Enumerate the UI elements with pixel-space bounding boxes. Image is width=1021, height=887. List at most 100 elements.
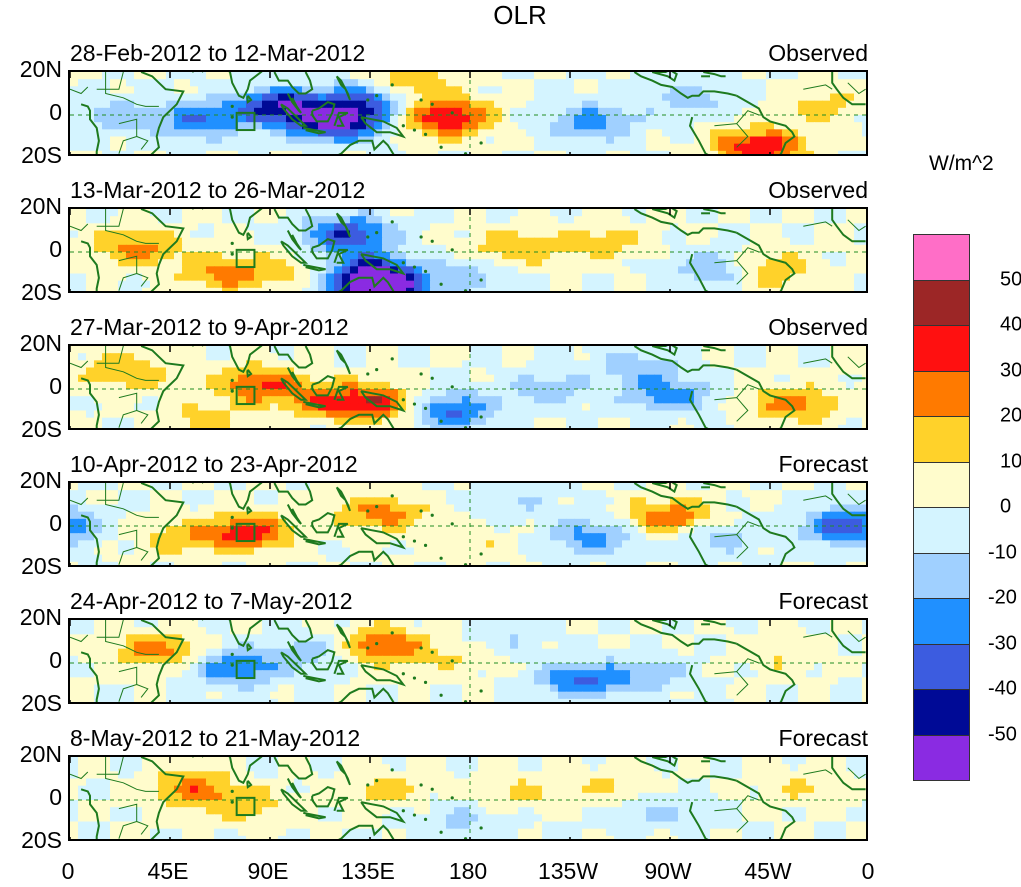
- panel-title: 27-Mar-2012 to 9-Apr-2012: [70, 314, 349, 340]
- heatmap-cell: [750, 230, 759, 239]
- heatmap-cell: [574, 526, 583, 534]
- heatmap-cell: [278, 259, 287, 267]
- heatmap-cell: [110, 150, 119, 154]
- heatmap-cell: [798, 526, 807, 534]
- heatmap-cell: [494, 93, 503, 102]
- heatmap-cell: [502, 143, 511, 152]
- heatmap-cell: [862, 107, 866, 116]
- heatmap-cell: [182, 360, 191, 369]
- heatmap-cell: [814, 79, 823, 87]
- heatmap-cell: [830, 424, 839, 428]
- heatmap-cell: [606, 396, 615, 404]
- heatmap-cell: [350, 497, 359, 506]
- heatmap-cell: [150, 266, 159, 275]
- heatmap-cell: [502, 107, 511, 116]
- heatmap-cell: [670, 273, 679, 282]
- heatmap-cell: [518, 403, 527, 412]
- heatmap-cell: [542, 381, 551, 390]
- heatmap-cell: [494, 526, 503, 534]
- heatmap-cell: [70, 79, 79, 87]
- heatmap-cell: [390, 107, 399, 116]
- heatmap-cell: [150, 244, 159, 253]
- heatmap-cell: [814, 360, 823, 369]
- heatmap-cell: [310, 483, 319, 491]
- heatmap-cell: [494, 100, 503, 109]
- heatmap-cell: [574, 287, 583, 291]
- heatmap-cell: [478, 252, 487, 260]
- heatmap-cell: [102, 547, 111, 556]
- heatmap-cell: [638, 150, 647, 154]
- heatmap-cell: [862, 244, 866, 253]
- heatmap-cell: [182, 483, 191, 491]
- heatmap-cell: [862, 504, 866, 513]
- coastline: [633, 209, 737, 236]
- heatmap-cell: [150, 129, 159, 138]
- heatmap-cell: [622, 561, 631, 565]
- heatmap-cell: [254, 511, 263, 520]
- heatmap-cell: [646, 136, 655, 145]
- heatmap-cell: [142, 561, 151, 565]
- heatmap-cell: [654, 554, 663, 563]
- heatmap-cell: [542, 252, 551, 260]
- heatmap-cell: [94, 216, 103, 224]
- heatmap-cell: [438, 483, 447, 491]
- heatmap-cell: [718, 526, 727, 534]
- heatmap-cell: [622, 424, 631, 428]
- heatmap-cell: [470, 100, 479, 109]
- heatmap-cell: [454, 483, 463, 491]
- heatmap-cell: [342, 374, 351, 383]
- heatmap-cell: [454, 287, 463, 291]
- heatmap-cell: [678, 403, 687, 412]
- heatmap-cell: [662, 497, 671, 506]
- heatmap-cell: [502, 367, 511, 376]
- heatmap-cell: [758, 483, 767, 491]
- heatmap-cell: [558, 561, 567, 565]
- heatmap-cell: [70, 554, 79, 563]
- heatmap-cell: [526, 209, 535, 217]
- heatmap-cell: [78, 533, 87, 541]
- heatmap-cell: [662, 237, 671, 246]
- heatmap-cell: [342, 216, 351, 224]
- heatmap-cell: [318, 410, 327, 419]
- heatmap-cell: [462, 483, 471, 491]
- heatmap-cell: [606, 483, 615, 491]
- heatmap-cell: [558, 417, 567, 426]
- heatmap-cell: [654, 266, 663, 275]
- heatmap-cell: [190, 490, 199, 498]
- heatmap-cell: [246, 526, 255, 534]
- heatmap-cell: [654, 497, 663, 506]
- heatmap-cell: [614, 122, 623, 130]
- heatmap-cell: [142, 209, 151, 217]
- heatmap-cell: [614, 287, 623, 291]
- heatmap-panel: [68, 70, 868, 156]
- heatmap-cell: [198, 280, 207, 289]
- heatmap-cell: [558, 518, 567, 527]
- heatmap-cell: [254, 483, 263, 491]
- heatmap-cell: [654, 381, 663, 390]
- heatmap-cell: [582, 209, 591, 217]
- heatmap-cell: [230, 93, 239, 102]
- heatmap-cell: [342, 122, 351, 130]
- heatmap-cell: [638, 490, 647, 498]
- heatmap-cell: [582, 93, 591, 102]
- heatmap-cell: [614, 511, 623, 520]
- heatmap-cell: [678, 216, 687, 224]
- heatmap-cell: [622, 266, 631, 275]
- heatmap-cell: [278, 252, 287, 260]
- heatmap-cell: [718, 136, 727, 145]
- heatmap-cell: [510, 259, 519, 267]
- heatmap-cell: [70, 526, 79, 534]
- heatmap-cell: [110, 417, 119, 426]
- heatmap-cell: [742, 533, 751, 541]
- heatmap-cell: [174, 230, 183, 239]
- heatmap-cell: [534, 526, 543, 534]
- heatmap-cell: [710, 230, 719, 239]
- heatmap-cell: [782, 86, 791, 95]
- heatmap-cell: [846, 223, 855, 232]
- heatmap-cell: [550, 360, 559, 369]
- heatmap-cell: [278, 72, 287, 80]
- heatmap-cell: [646, 86, 655, 95]
- heatmap-cell: [438, 79, 447, 87]
- coastline: [280, 103, 309, 127]
- heatmap-cell: [814, 511, 823, 520]
